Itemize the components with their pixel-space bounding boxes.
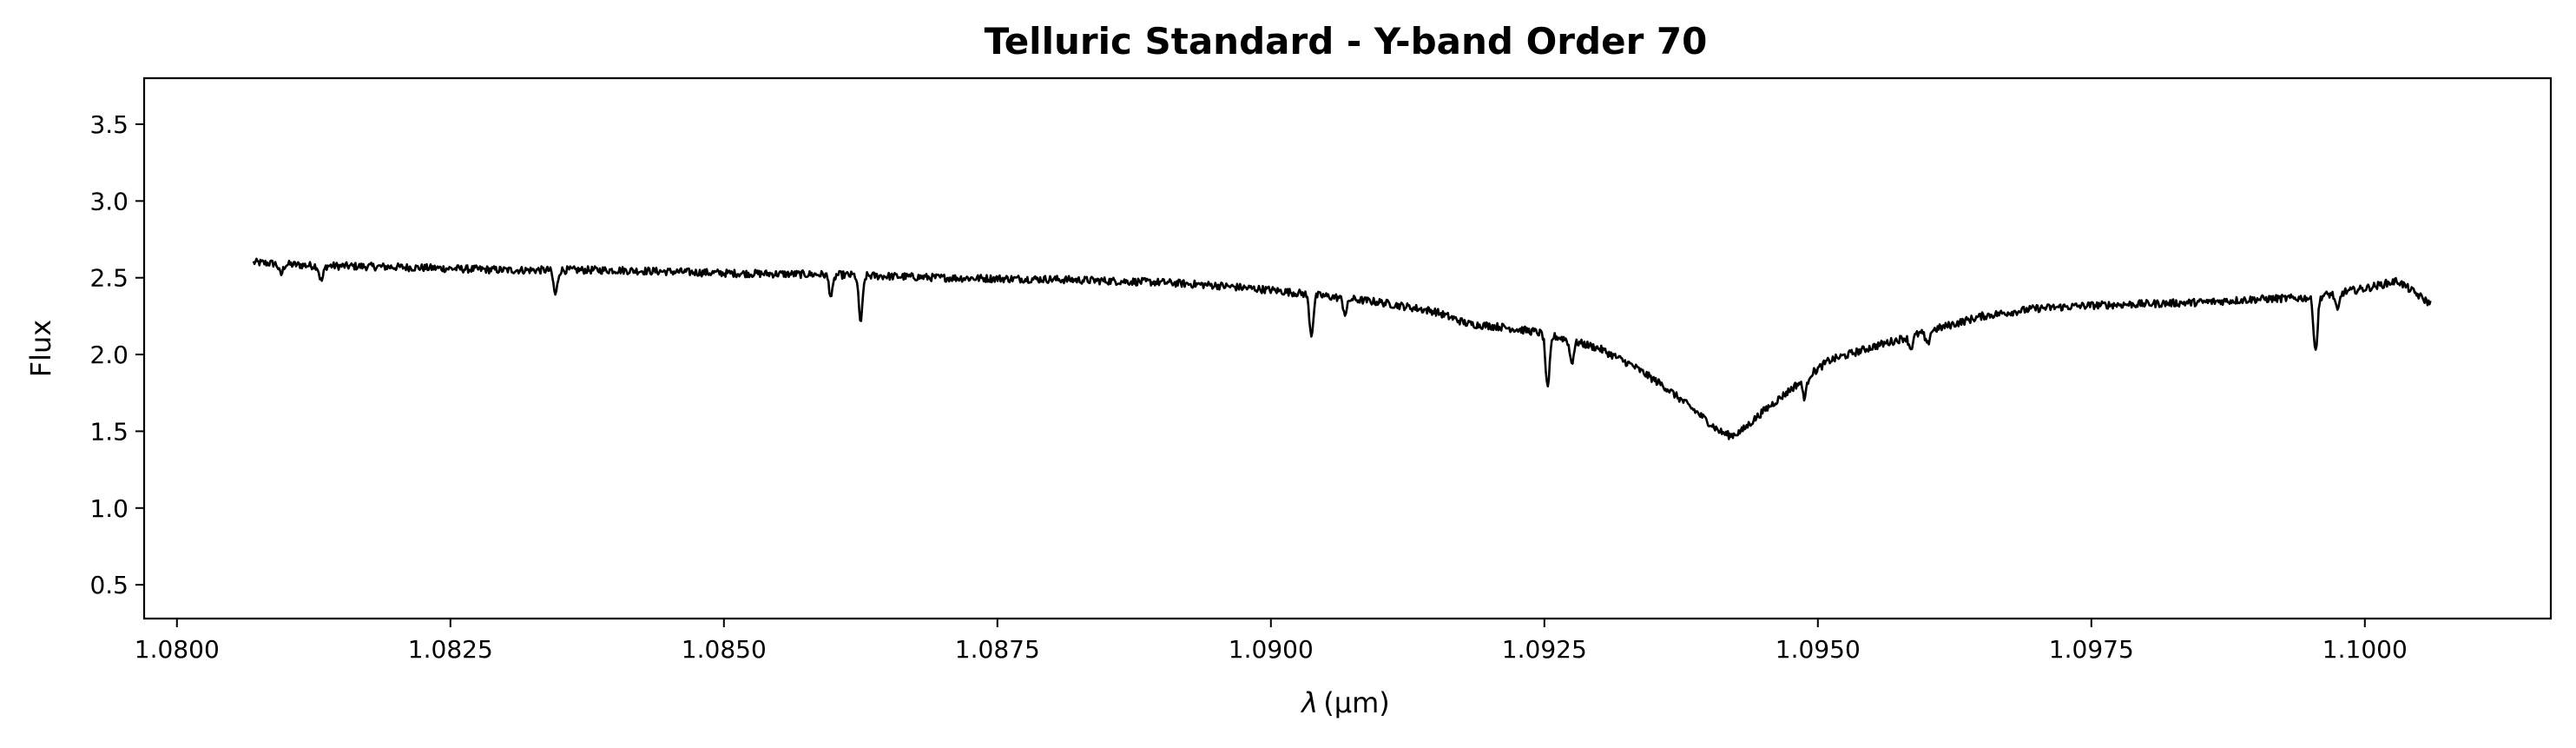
plot-frame [142, 76, 2553, 620]
y-tick-label: 1.5 [89, 417, 128, 446]
spectrum-line [252, 257, 2432, 440]
y-tick-label: 3.0 [89, 187, 128, 215]
x-tick-label: 1.0875 [955, 635, 1040, 664]
x-tick-label: 1.1000 [2322, 635, 2408, 664]
x-tick-label: 1.0975 [2049, 635, 2134, 664]
x-tick-label: 1.0850 [682, 635, 767, 664]
plot-area [142, 76, 2553, 620]
y-axis-label: Flux [24, 320, 57, 378]
x-tick-label: 1.0925 [1502, 635, 1587, 664]
y-tick-label: 0.5 [89, 571, 128, 599]
y-tick-label: 1.0 [89, 494, 128, 523]
x-tick-label: 1.0950 [1776, 635, 1861, 664]
y-tick-label: 3.5 [89, 110, 128, 139]
y-tick-label: 2.5 [89, 264, 128, 293]
y-tick-label: 2.0 [89, 341, 128, 369]
x-tick-label: 1.0825 [408, 635, 493, 664]
x-axis: 1.0800 1.0825 1.0850 1.0875 1.0900 1.0925 1.09… [135, 619, 2408, 664]
y-axis: 0.5 1.0 1.5 2.0 2.5 3.0 3.5 [89, 110, 144, 599]
chart-title: Telluric Standard - Y-band Order 70 [985, 20, 1708, 63]
x-tick-label: 1.0800 [135, 635, 220, 664]
x-tick-label: 1.0900 [1229, 635, 1314, 664]
x-axis-label: λ (μm) [1300, 686, 1389, 719]
